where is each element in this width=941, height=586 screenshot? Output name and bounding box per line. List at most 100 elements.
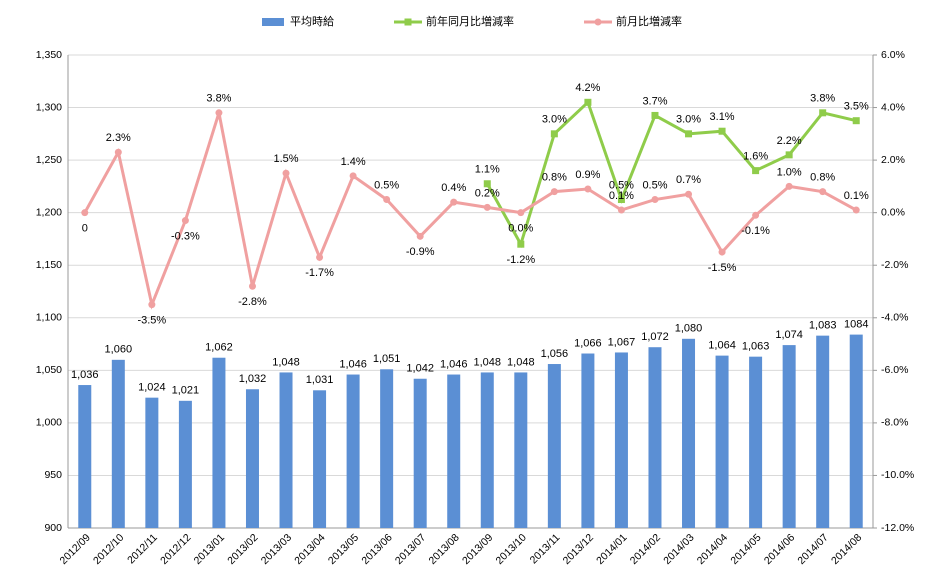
marker (483, 203, 491, 211)
x-tick-group: 2013/07 (393, 531, 428, 566)
y2-tick-label: 4.0% (881, 101, 905, 113)
y2-tick-label: -6.0% (881, 364, 908, 376)
marker (181, 217, 189, 225)
legend-label: 前月比増減率 (616, 14, 682, 28)
x-tick-group: 2013/03 (259, 531, 294, 566)
point-label: -0.3% (171, 230, 200, 242)
bar (547, 364, 561, 528)
bar-label: 1,024 (138, 382, 166, 394)
x-tick-group: 2014/08 (829, 531, 864, 566)
x-tick-label: 2013/02 (225, 531, 260, 566)
x-tick-group: 2014/02 (628, 531, 663, 566)
marker (685, 190, 693, 198)
bar-label: 1,074 (775, 329, 803, 341)
point-label: 1.1% (475, 164, 500, 176)
marker (450, 198, 458, 206)
x-tick-label: 2014/04 (695, 531, 730, 566)
bar (145, 397, 159, 528)
marker (282, 169, 290, 177)
marker (248, 282, 256, 290)
marker (483, 180, 491, 188)
x-tick-label: 2012/09 (58, 531, 93, 566)
marker (819, 188, 827, 196)
y-tick-label: 1,100 (36, 312, 62, 324)
marker (517, 209, 525, 217)
x-tick-group: 2012/12 (158, 531, 193, 566)
point-label: 0.1% (844, 190, 869, 202)
x-tick-group: 2013/04 (292, 531, 327, 566)
x-tick-label: 2012/12 (158, 531, 193, 566)
point-label: 0.9% (575, 169, 600, 181)
marker (752, 211, 760, 219)
x-tick-label: 2014/02 (628, 531, 663, 566)
x-tick-group: 2013/09 (460, 531, 495, 566)
bar (212, 357, 226, 528)
bar-label: 1,083 (809, 320, 837, 332)
x-tick-group: 2013/08 (426, 531, 461, 566)
x-tick-label: 2012/11 (125, 531, 160, 566)
bar (682, 338, 696, 528)
point-label: 3.0% (676, 114, 701, 126)
y2-tick-label: -12.0% (881, 522, 914, 534)
marker (550, 188, 558, 196)
bar-label: 1,046 (339, 358, 367, 370)
legend-label: 平均時給 (290, 14, 334, 28)
bar (715, 355, 729, 528)
point-label: 2.2% (777, 135, 802, 147)
x-tick-group: 2013/12 (561, 531, 596, 566)
x-tick-group: 2013/02 (225, 531, 260, 566)
marker (316, 253, 324, 261)
bar (279, 372, 293, 528)
x-tick-label: 2013/10 (494, 531, 529, 566)
bar (480, 372, 494, 528)
marker (785, 151, 793, 159)
bar-label: 1084 (844, 319, 868, 331)
legend-swatch (262, 18, 284, 26)
x-tick-group: 2013/06 (359, 531, 394, 566)
x-tick-label: 2012/10 (91, 531, 126, 566)
y2-tick-label: 6.0% (881, 49, 905, 61)
point-label: 1.5% (273, 153, 298, 165)
x-tick-group: 2012/11 (125, 531, 160, 566)
y-tick-label: 1,050 (36, 364, 62, 376)
x-tick-group: 2013/05 (326, 531, 361, 566)
point-label: 0.8% (542, 172, 567, 184)
bar-label: 1,072 (641, 331, 669, 343)
x-tick-group: 2014/01 (594, 531, 629, 566)
bar (849, 334, 863, 528)
point-label: 0.8% (810, 172, 835, 184)
bar (178, 400, 192, 528)
point-label: 4.2% (575, 82, 600, 94)
marker (685, 130, 693, 138)
x-tick-group: 2012/09 (58, 531, 93, 566)
bar-label: 1,056 (541, 348, 569, 360)
x-tick-label: 2013/12 (561, 531, 596, 566)
x-tick-group: 2014/07 (795, 531, 830, 566)
bar-label: 1,048 (272, 356, 300, 368)
point-label: 1.0% (777, 166, 802, 178)
bar-label: 1,062 (205, 342, 233, 354)
y-tick-label: 1,250 (36, 154, 62, 166)
y2-tick-label: -10.0% (881, 469, 914, 481)
bar (447, 374, 461, 528)
bar-label: 1,067 (608, 336, 636, 348)
marker (819, 109, 827, 117)
bar-label: 1,048 (474, 356, 502, 368)
point-label: 1.4% (341, 156, 366, 168)
y-tick-label: 1,350 (36, 49, 62, 61)
marker (718, 248, 726, 256)
x-tick-label: 2013/05 (326, 531, 361, 566)
x-tick-label: 2013/01 (192, 531, 227, 566)
marker (349, 172, 357, 180)
point-label: -1.5% (708, 262, 737, 274)
point-label: 0.0% (508, 223, 533, 235)
marker (718, 127, 726, 135)
bar-label: 1,046 (440, 358, 468, 370)
marker (651, 196, 659, 204)
x-tick-label: 2013/08 (426, 531, 461, 566)
marker (114, 148, 122, 156)
x-tick-group: 2014/04 (695, 531, 730, 566)
x-tick-label: 2013/06 (359, 531, 394, 566)
point-label: 3.0% (542, 114, 567, 126)
